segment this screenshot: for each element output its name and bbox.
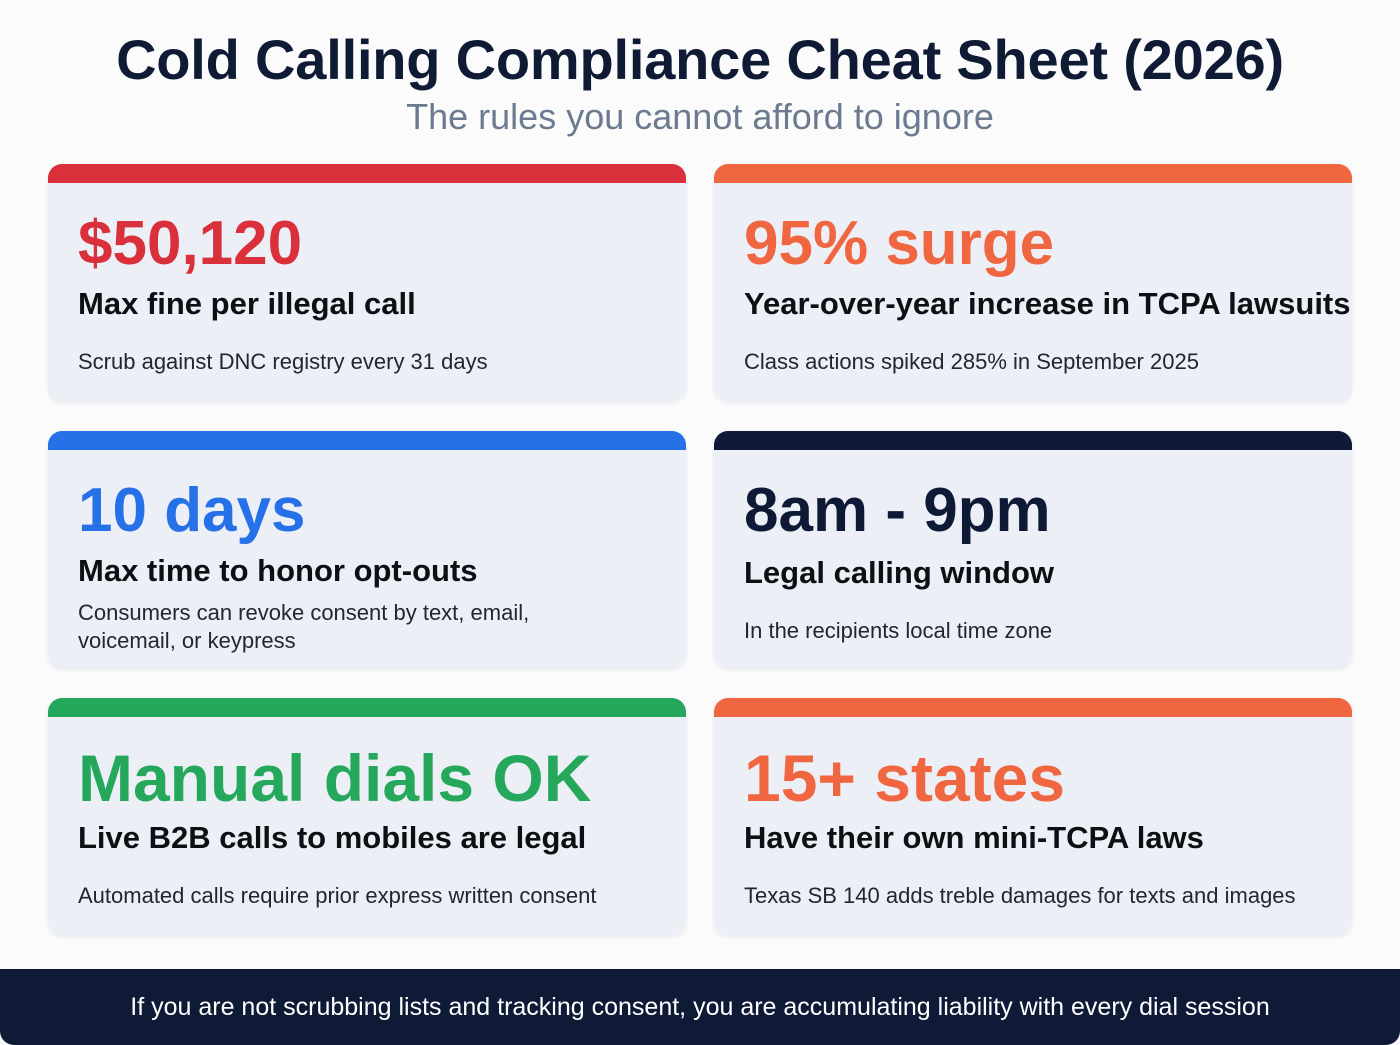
card-state-laws: 15+ states Have their own mini-TCPA laws…: [714, 698, 1352, 936]
footer-text: If you are not scrubbing lists and track…: [130, 993, 1270, 1021]
card-description: Scrub against DNC registry every 31 days: [78, 349, 488, 374]
card-accent-bar: [714, 698, 1352, 717]
card-manual-dials: Manual dials OK Live B2B calls to mobile…: [48, 698, 686, 936]
card-heading: Max fine per illegal call: [78, 286, 416, 321]
card-heading: Max time to honor opt-outs: [78, 553, 478, 588]
card-stat: 10 days: [78, 476, 306, 545]
card-accent-bar: [714, 431, 1352, 450]
card-heading: Year-over-year increase in TCPA lawsuits: [744, 286, 1351, 321]
card-accent-bar: [48, 431, 686, 450]
card-description: Consumers can revoke consent by text, em…: [78, 600, 530, 653]
card-description: Automated calls require prior express wr…: [78, 883, 597, 908]
card-heading: Have their own mini-TCPA laws: [744, 820, 1204, 855]
card-calling-window: 8am - 9pm Legal calling window In the re…: [714, 431, 1352, 669]
card-heading: Legal calling window: [744, 555, 1055, 590]
card-accent-bar: [48, 698, 686, 717]
card-max-fine: $50,120 Max fine per illegal call Scrub …: [48, 164, 686, 402]
card-description: In the recipients local time zone: [744, 618, 1053, 643]
card-stat: 95% surge: [744, 209, 1055, 278]
card-description: Texas SB 140 adds treble damages for tex…: [744, 883, 1296, 908]
page-title: Cold Calling Compliance Cheat Sheet (202…: [116, 28, 1284, 91]
card-heading: Live B2B calls to mobiles are legal: [78, 820, 587, 855]
card-stat: Manual dials OK: [78, 741, 592, 815]
card-opt-out-time: 10 days Max time to honor opt-outs Consu…: [48, 431, 686, 669]
card-accent-bar: [714, 164, 1352, 183]
card-stat: 8am - 9pm: [744, 476, 1051, 545]
card-lawsuit-surge: 95% surge Year-over-year increase in TCP…: [714, 164, 1352, 402]
page-subtitle: The rules you cannot afford to ignore: [406, 96, 994, 137]
card-stat: 15+ states: [744, 741, 1066, 815]
footer-banner: If you are not scrubbing lists and track…: [0, 969, 1400, 1045]
card-stat: $50,120: [78, 209, 303, 278]
card-accent-bar: [48, 164, 686, 183]
card-description: Class actions spiked 285% in September 2…: [744, 349, 1199, 374]
